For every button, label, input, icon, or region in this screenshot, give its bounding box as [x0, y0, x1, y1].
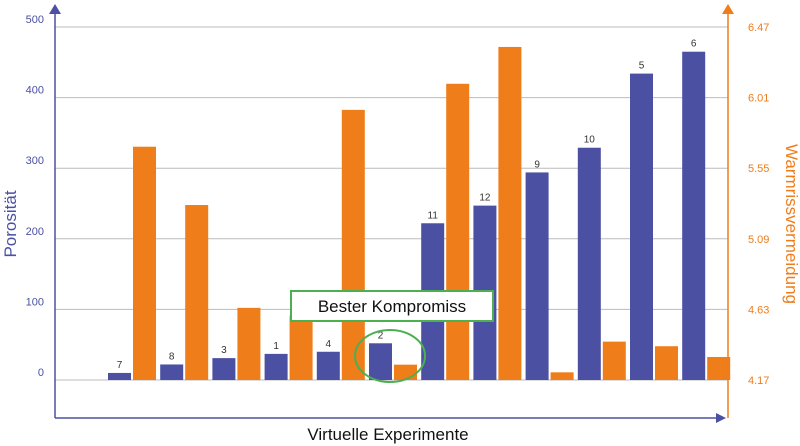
porositaet-bar — [577, 147, 601, 380]
bar-category-label: 4 — [326, 339, 332, 350]
warmriss-bar — [185, 205, 209, 380]
porositaet-bar — [264, 353, 288, 380]
bar-labels: 7 8 3 1 4 2 11 12 9 10 5 6 — [117, 39, 697, 371]
y-axis-label-right: Warmrissvermeidung — [782, 144, 800, 304]
right-tick-labels: 4.17 4.63 5.09 5.55 6.01 6.47 — [748, 22, 769, 387]
porositaet-bar — [316, 351, 340, 380]
annotation: Bester Kompromiss — [290, 290, 494, 383]
right-tick-label: 4.63 — [748, 304, 769, 316]
bar-category-label: 12 — [479, 193, 491, 204]
bar-category-label: 6 — [691, 39, 697, 50]
left-tick-label: 400 — [26, 85, 44, 97]
bar-category-label: 1 — [273, 341, 279, 352]
porositaet-bar — [160, 364, 184, 380]
warmriss-bar — [289, 315, 313, 380]
right-tick-label: 6.47 — [748, 22, 769, 34]
left-tick-label: 100 — [26, 296, 44, 308]
bar-category-label: 7 — [117, 360, 123, 371]
bar-category-label: 2 — [378, 330, 384, 341]
bar-category-label: 11 — [428, 210, 439, 221]
right-tick-label: 4.17 — [748, 375, 769, 387]
x-axis-arrow — [716, 413, 726, 423]
right-axis-arrow — [722, 4, 734, 14]
x-axis-label: Virtuelle Experimente — [307, 425, 468, 444]
left-tick-label: 200 — [26, 226, 44, 238]
warmriss-bar — [550, 372, 574, 380]
warmriss-bar — [707, 356, 731, 380]
porositaet-bar — [369, 343, 392, 380]
porositaet-bar — [212, 358, 236, 380]
warmriss-bar — [237, 307, 261, 380]
right-tick-label: 6.01 — [748, 93, 769, 105]
left-tick-label: 300 — [26, 155, 44, 167]
y-axis-label-left: Porosität — [1, 190, 20, 257]
warmriss-bar — [133, 146, 156, 380]
left-tick-label: 0 — [38, 367, 44, 379]
warmriss-bar — [446, 83, 470, 380]
bars — [108, 46, 731, 381]
left-tick-label: 500 — [26, 14, 44, 26]
warmriss-bar — [602, 341, 626, 380]
left-tick-labels: 0 100 200 300 400 500 — [26, 14, 44, 379]
right-tick-label: 5.09 — [748, 234, 769, 246]
warmriss-bar — [655, 346, 678, 380]
warmriss-bar — [498, 46, 522, 380]
left-axis-arrow — [49, 4, 61, 14]
bar-category-label: 8 — [169, 351, 175, 362]
porositaet-bar — [108, 372, 131, 380]
annotation-box — [290, 290, 494, 322]
porositaet-bar — [682, 51, 706, 381]
bar-category-label: 5 — [639, 61, 645, 72]
porositaet-bar — [525, 172, 549, 380]
bar-category-label: 3 — [221, 345, 227, 356]
axes — [49, 4, 734, 423]
warmriss-bar — [394, 364, 417, 380]
annotation-text: Bester Kompromiss — [318, 297, 466, 316]
warmriss-bar — [341, 109, 365, 380]
right-tick-label: 5.55 — [748, 163, 769, 175]
bar-category-label: 10 — [584, 135, 596, 146]
bar-category-label: 9 — [534, 159, 540, 170]
porositaet-bar — [630, 73, 653, 380]
annotation-circle — [354, 329, 426, 383]
